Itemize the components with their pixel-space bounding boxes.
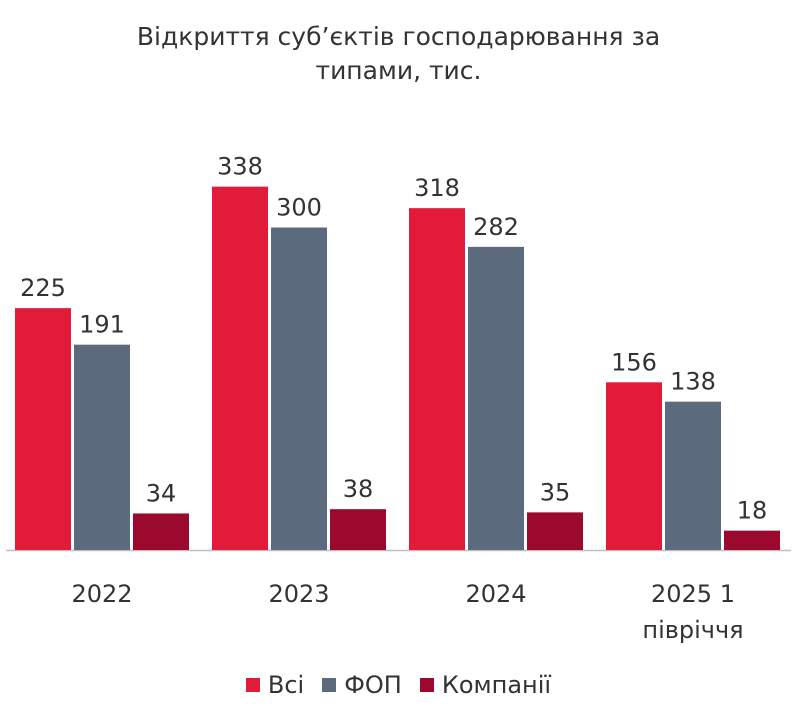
legend: Всі ФОП Компанії [0,670,797,700]
bar-2-2 [527,512,583,550]
data-label-1-0: 338 [217,153,263,181]
data-label-0-1: 191 [79,311,125,339]
category-label-3-line-1: півріччя [642,616,743,644]
legend-swatch-2 [419,678,434,692]
bar-0-0 [15,308,71,550]
bar-0-1 [74,344,130,550]
legend-swatch-0 [245,678,260,692]
legend-item-2: Компанії [419,671,552,699]
legend-label-1: ФОП [344,671,402,699]
bar-1-1 [271,227,327,550]
legend-label-0: Всі [267,671,305,699]
data-label-3-1: 138 [670,368,716,396]
category-label-3: 2025 1 [651,580,735,608]
chart-title-line-1: Відкриття суб’єктів господарювання за [136,22,661,51]
category-label-0: 2022 [71,580,132,608]
bar-2-0 [409,208,465,550]
bar-1-0 [212,186,268,550]
bar-1-2 [330,509,386,550]
data-label-0-0: 225 [20,274,66,302]
category-label-1: 2023 [268,580,329,608]
data-label-2-2: 35 [540,478,571,506]
legend-item-1: ФОП [322,671,402,699]
bar-2-1 [468,246,524,550]
legend-item-0: Всі [245,671,305,699]
data-label-2-0: 318 [414,174,460,202]
legend-swatch-1 [322,678,337,692]
data-label-1-2: 38 [343,475,374,503]
bar-3-1 [665,401,721,550]
chart-title-line-2: типами, тис. [315,56,482,85]
category-label-2: 2024 [465,580,526,608]
bar-0-2 [133,513,189,550]
data-label-0-2: 34 [146,479,177,507]
data-label-3-2: 18 [737,497,768,525]
data-label-2-1: 282 [473,213,519,241]
legend-label-2: Компанії [441,671,552,699]
chart-title: Відкриття суб’єктів господарювання за ти… [0,20,797,88]
bar-3-2 [724,530,780,550]
data-label-1-1: 300 [276,194,322,222]
data-label-3-0: 156 [611,348,657,376]
bar-3-0 [606,382,662,550]
